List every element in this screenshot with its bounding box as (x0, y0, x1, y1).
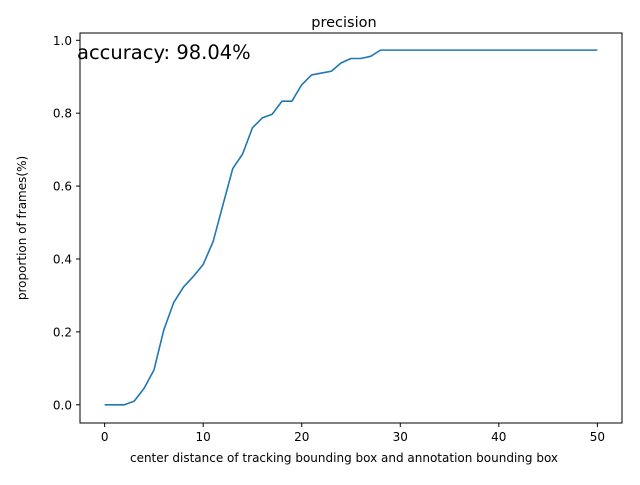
x-axis-label: center distance of tracking bounding box… (130, 451, 558, 465)
y-tick-label: 0.4 (53, 252, 72, 266)
y-axis-label: proportion of frames(%) (15, 156, 29, 300)
x-axis-ticks: 0 10 20 30 40 50 (101, 423, 605, 444)
plot-area-frame (79, 32, 623, 424)
y-tick-label: 0.8 (53, 107, 72, 121)
y-axis-ticks: 0.0 0.2 0.4 0.6 0.8 1.0 (53, 34, 80, 412)
y-tick-label: 0.2 (53, 325, 72, 339)
x-tick-label: 40 (491, 430, 506, 444)
y-tick-label: 0.6 (53, 180, 72, 194)
y-tick-label: 0.0 (53, 398, 72, 412)
x-tick-label: 50 (590, 430, 605, 444)
x-tick-label: 0 (101, 430, 109, 444)
accuracy-annotation: accuracy: 98.04% (77, 41, 251, 64)
series-line (104, 49, 598, 406)
x-tick-label: 30 (393, 430, 408, 444)
x-tick-label: 10 (196, 430, 211, 444)
x-tick-label: 20 (294, 430, 309, 444)
y-tick-label: 1.0 (53, 34, 72, 48)
chart-title: precision (311, 15, 376, 31)
